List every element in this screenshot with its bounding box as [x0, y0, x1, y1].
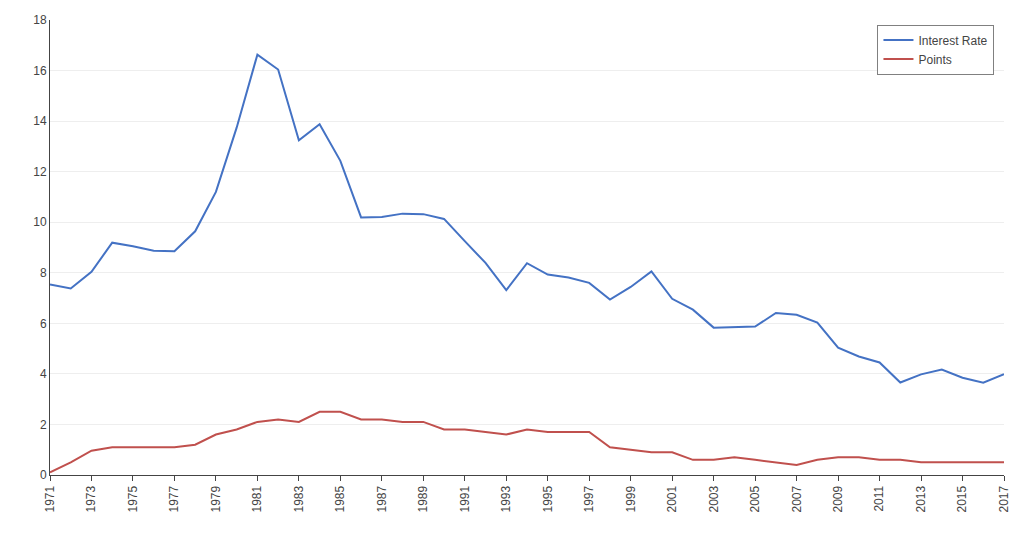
- svg-text:Points: Points: [918, 53, 951, 67]
- svg-text:2: 2: [40, 418, 47, 432]
- svg-text:1995: 1995: [541, 485, 555, 512]
- svg-text:1997: 1997: [582, 485, 596, 512]
- svg-text:10: 10: [33, 215, 47, 229]
- svg-text:Interest Rate: Interest Rate: [918, 34, 987, 48]
- svg-text:2015: 2015: [955, 485, 969, 512]
- svg-text:1983: 1983: [292, 485, 306, 512]
- svg-text:16: 16: [33, 64, 47, 78]
- svg-text:14: 14: [33, 114, 47, 128]
- svg-text:0: 0: [40, 468, 47, 482]
- svg-text:2005: 2005: [748, 485, 762, 512]
- svg-text:12: 12: [33, 165, 47, 179]
- svg-text:1975: 1975: [126, 485, 140, 512]
- svg-text:2013: 2013: [914, 485, 928, 512]
- svg-text:1979: 1979: [209, 485, 223, 512]
- svg-text:2007: 2007: [790, 485, 804, 512]
- svg-text:1977: 1977: [167, 485, 181, 512]
- svg-text:6: 6: [40, 317, 47, 331]
- svg-text:1993: 1993: [499, 485, 513, 512]
- svg-text:1971: 1971: [43, 485, 57, 512]
- svg-text:1987: 1987: [375, 485, 389, 512]
- svg-text:1989: 1989: [416, 485, 430, 512]
- svg-text:1991: 1991: [458, 485, 472, 512]
- svg-text:8: 8: [40, 266, 47, 280]
- svg-text:4: 4: [40, 367, 47, 381]
- svg-text:1981: 1981: [250, 485, 264, 512]
- svg-text:2001: 2001: [665, 485, 679, 512]
- svg-text:1999: 1999: [624, 485, 638, 512]
- svg-text:1973: 1973: [84, 485, 98, 512]
- svg-text:2011: 2011: [872, 485, 886, 511]
- svg-text:1985: 1985: [333, 485, 347, 512]
- svg-text:2009: 2009: [831, 485, 845, 512]
- svg-text:2017: 2017: [997, 485, 1011, 512]
- svg-text:2003: 2003: [707, 485, 721, 512]
- svg-text:18: 18: [33, 13, 47, 27]
